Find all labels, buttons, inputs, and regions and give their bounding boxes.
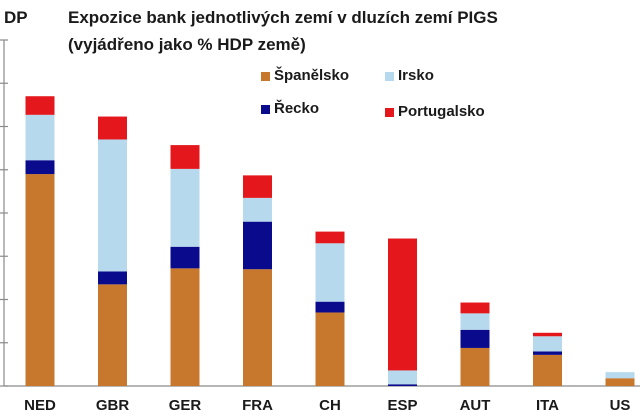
x-tick-label: FRA	[242, 397, 273, 414]
chart-subtitle: (vyjádřeno jako % HDP země)	[68, 35, 306, 54]
bar-fra-španělsko	[243, 269, 272, 386]
bar-esp-řecko	[388, 384, 417, 386]
x-tick-label: US	[610, 397, 631, 414]
bar-gbr-španělsko	[98, 284, 127, 386]
legend-swatch-řecko	[261, 105, 270, 114]
x-tick-label: CH	[319, 397, 341, 414]
bar-gbr-irsko	[98, 139, 127, 272]
x-tick-label: ITA	[536, 397, 559, 414]
bar-ned-španělsko	[25, 174, 55, 386]
bar-fra-portugalsko	[243, 175, 272, 198]
bar-ned-portugalsko	[25, 96, 55, 115]
x-tick-label: ESP	[387, 397, 417, 414]
bar-us-irsko	[605, 372, 635, 379]
bars	[25, 96, 635, 386]
legend: Španělsko Řecko Irsko Portugalsko	[261, 66, 485, 120]
bar-ger-irsko	[170, 168, 200, 247]
y-axis-label-fragment: DP	[4, 8, 28, 27]
x-tick-label: NED	[24, 397, 56, 414]
legend-label-řecko: Řecko	[274, 99, 319, 117]
bar-ita-řecko	[533, 351, 562, 355]
bar-ch-portugalsko	[315, 231, 345, 244]
bar-ita-španělsko	[533, 354, 562, 386]
bar-ch-irsko	[315, 243, 345, 302]
bar-aut-irsko	[460, 313, 490, 330]
x-tick-label: GER	[169, 397, 202, 414]
legend-swatch-irsko	[385, 72, 394, 81]
bar-ned-irsko	[25, 114, 55, 161]
legend-swatch-portugalsko	[385, 108, 394, 117]
bar-gbr-portugalsko	[98, 116, 127, 140]
legend-label-španělsko: Španělsko	[274, 66, 349, 84]
bar-ned-řecko	[25, 160, 55, 175]
legend-label-irsko: Irsko	[398, 67, 434, 84]
bar-ita-portugalsko	[533, 332, 562, 337]
bar-aut-španělsko	[460, 347, 490, 386]
x-tick-label: AUT	[460, 397, 491, 414]
bar-esp-irsko	[388, 370, 417, 385]
legend-label-portugalsko: Portugalsko	[398, 103, 485, 120]
bar-ger-španělsko	[170, 268, 200, 386]
bar-ch-řecko	[315, 301, 345, 313]
bar-us-španělsko	[605, 378, 635, 386]
chart-title: Expozice bank jednotlivých zemí v dluzíc…	[68, 8, 498, 27]
bar-ger-řecko	[170, 246, 200, 269]
bar-ita-irsko	[533, 336, 562, 352]
bar-gbr-řecko	[98, 271, 127, 285]
x-tick-labels: NED GBR GER FRA CH ESP AUT ITA US	[24, 397, 630, 414]
bar-aut-řecko	[460, 329, 490, 348]
x-tick-label: GBR	[96, 397, 130, 414]
bar-aut-portugalsko	[460, 302, 490, 314]
legend-swatch-španělsko	[261, 72, 270, 81]
bar-fra-irsko	[243, 197, 272, 222]
bar-esp-portugalsko	[388, 238, 417, 371]
bar-ger-portugalsko	[170, 145, 200, 169]
bar-fra-řecko	[243, 221, 272, 270]
bar-ch-španělsko	[315, 312, 345, 386]
